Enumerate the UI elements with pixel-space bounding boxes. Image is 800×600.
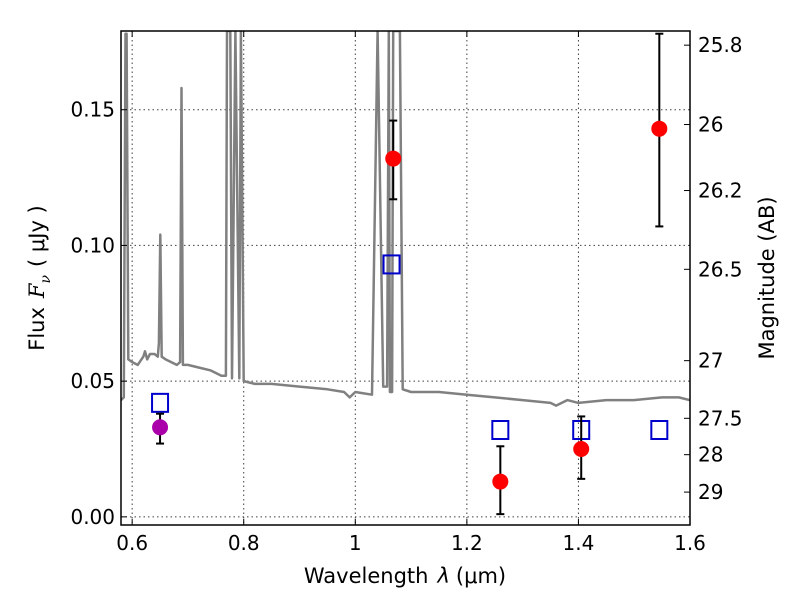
model-photometry-square [151, 392, 170, 413]
mag-tick-label: 26.5 [698, 257, 743, 281]
mag-tick-label: 28 [698, 443, 723, 467]
plot-area [121, 31, 690, 516]
mag-tick-label: 29 [698, 480, 723, 504]
model-photometry-square [491, 420, 510, 440]
grid-lines [121, 31, 690, 525]
y-tick-label: 0.05 [70, 369, 115, 393]
mag-tick-label: 26.2 [698, 179, 743, 203]
mag-tick-label: 27.5 [698, 406, 743, 430]
measured-flux-point [573, 441, 590, 457]
mag-tick-label: 25.8 [698, 33, 743, 57]
measured-flux-point [152, 419, 169, 436]
y-axis-title: FluxFν( μJy ) [25, 205, 54, 350]
measured-flux-point [385, 150, 402, 167]
y-tick-label: 0.15 [70, 98, 115, 122]
axis-ticks: 0.6 0.8 1 1.2 1.4 1.6 0.00 0.05 0.10 0.15 25.8 26 26… [70, 31, 743, 555]
y2-axis-title: Magnitude (AB) [755, 196, 779, 359]
measured-flux-point [651, 120, 668, 137]
x-tick-label: 1.4 [563, 531, 595, 555]
x-tick-label: 1.6 [674, 531, 706, 555]
measured-flux-point [492, 473, 509, 490]
spectrum-line [121, 31, 690, 407]
plot-frame [120, 30, 691, 526]
y-tick-label: 0.10 [70, 233, 115, 257]
x-tick-label: 1.2 [451, 531, 483, 555]
model-photometry-square [382, 254, 401, 275]
y-tick-label: 0.00 [70, 505, 115, 529]
model-photometry-square [650, 420, 669, 440]
x-axis-title: Wavelength λ (μm) [304, 564, 506, 588]
x-tick-label: 1 [349, 531, 362, 555]
x-tick-label: 0.6 [116, 531, 148, 555]
x-tick-label: 0.8 [228, 531, 260, 555]
mag-tick-label: 27 [698, 349, 723, 373]
mag-tick-label: 26 [698, 113, 723, 137]
